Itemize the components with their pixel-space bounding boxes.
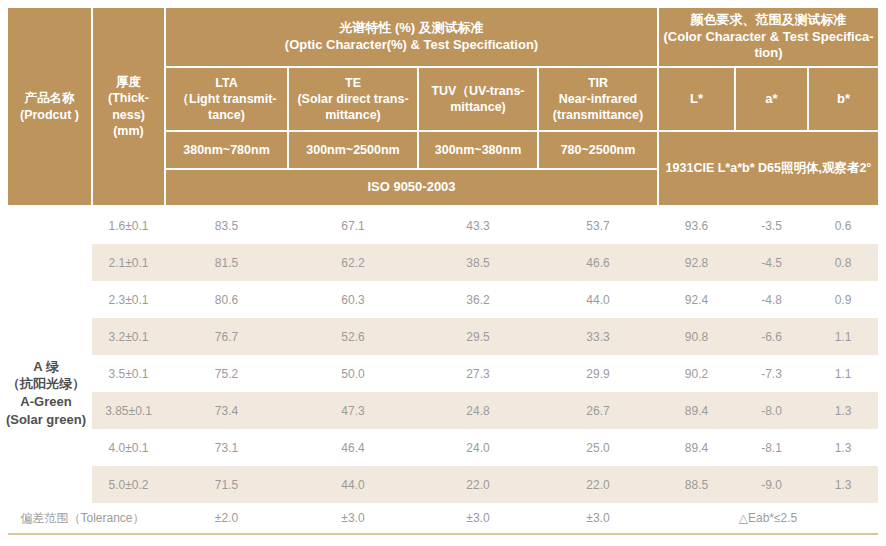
cell-lta: 80.6 xyxy=(165,281,288,318)
cell-lta: 83.5 xyxy=(165,207,288,244)
header-tuv-range: 300nm~380nm xyxy=(419,132,537,168)
cell-b: 1.1 xyxy=(808,355,878,392)
cell-l: 89.4 xyxy=(658,429,735,466)
cell-tir: 46.6 xyxy=(538,244,658,281)
header-lta-range: 380nm~780nm xyxy=(166,132,287,168)
tolerance-lta: ±2.0 xyxy=(165,503,288,533)
cell-tuv: 29.5 xyxy=(418,318,538,355)
header-iso-standard: ISO 9050-2003 xyxy=(166,170,657,205)
header-te-range: 300nm~2500nm xyxy=(289,132,417,168)
cell-tir: 53.7 xyxy=(538,207,658,244)
cell-te: 60.3 xyxy=(288,281,418,318)
header-product-name: 产品名称 (Prodcut ) xyxy=(8,8,91,205)
cell-thickness: 3.85±0.1 xyxy=(92,392,165,429)
header-lta: LTA （Light transmit- tance) xyxy=(166,68,287,130)
spec-table-page: 产品名称 (Prodcut ) 厚度 (Thick- ness) (mm) 光谱… xyxy=(0,0,886,546)
cell-te: 50.0 xyxy=(288,355,418,392)
header-b-star: b* xyxy=(809,68,878,130)
cell-b: 1.3 xyxy=(808,466,878,503)
cell-l: 90.8 xyxy=(658,318,735,355)
cell-tuv: 43.3 xyxy=(418,207,538,244)
cell-a: -4.8 xyxy=(735,281,808,318)
header-tir: TIR Near-infrared (transmittance) xyxy=(539,68,657,130)
cell-a: -8.0 xyxy=(735,392,808,429)
cell-te: 47.3 xyxy=(288,392,418,429)
cell-l: 90.2 xyxy=(658,355,735,392)
cell-tir: 29.9 xyxy=(538,355,658,392)
cell-b: 1.3 xyxy=(808,392,878,429)
cell-thickness: 3.5±0.1 xyxy=(92,355,165,392)
header-l-star: L* xyxy=(659,68,734,130)
cell-a: -4.5 xyxy=(735,244,808,281)
cell-a: -3.5 xyxy=(735,207,808,244)
tolerance-eab: △Eab*≤2.5 xyxy=(658,503,878,533)
cell-thickness: 2.3±0.1 xyxy=(92,281,165,318)
cell-lta: 75.2 xyxy=(165,355,288,392)
cell-lta: 73.1 xyxy=(165,429,288,466)
cell-tuv: 36.2 xyxy=(418,281,538,318)
table-header: 产品名称 (Prodcut ) 厚度 (Thick- ness) (mm) 光谱… xyxy=(8,8,878,205)
header-optic-group: 光谱特性 (%) 及测试标准 (Optic Character(%) & Tes… xyxy=(166,8,657,66)
cell-thickness: 4.0±0.1 xyxy=(92,429,165,466)
product-name-label: A 绿 （抗阳光绿） A-Green (Solar green) xyxy=(6,358,86,428)
tolerance-tuv: ±3.0 xyxy=(418,503,538,533)
cell-tuv: 22.0 xyxy=(418,466,538,503)
cell-a: -9.0 xyxy=(735,466,808,503)
cell-l: 93.6 xyxy=(658,207,735,244)
cell-te: 46.4 xyxy=(288,429,418,466)
header-color-group: 颜色要求、范围及测试标准 (Color Character & Test Spe… xyxy=(659,8,878,66)
cell-lta: 81.5 xyxy=(165,244,288,281)
cell-a: -6.6 xyxy=(735,318,808,355)
tolerance-te: ±3.0 xyxy=(288,503,418,533)
cell-thickness: 2.1±0.1 xyxy=(92,244,165,281)
cell-tir: 26.7 xyxy=(538,392,658,429)
cell-tuv: 24.8 xyxy=(418,392,538,429)
cell-te: 52.6 xyxy=(288,318,418,355)
cell-tir: 44.0 xyxy=(538,281,658,318)
header-a-star: a* xyxy=(736,68,807,130)
cell-lta: 73.4 xyxy=(165,392,288,429)
header-tir-range: 780~2500nm xyxy=(539,132,657,168)
cell-l: 92.4 xyxy=(658,281,735,318)
cell-l: 88.5 xyxy=(658,466,735,503)
cell-tir: 22.0 xyxy=(538,466,658,503)
cell-te: 44.0 xyxy=(288,466,418,503)
bottom-divider xyxy=(8,533,878,535)
header-cie-standard: 1931CIE L*a*b* D65照明体,观察者2° xyxy=(659,132,878,205)
cell-a: -8.1 xyxy=(735,429,808,466)
table-body: A 绿 （抗阳光绿） A-Green (Solar green) 1.6±0.1… xyxy=(0,207,886,533)
cell-b: 1.3 xyxy=(808,429,878,466)
cell-thickness: 5.0±0.2 xyxy=(92,466,165,503)
cell-tuv: 27.3 xyxy=(418,355,538,392)
cell-lta: 71.5 xyxy=(165,466,288,503)
cell-te: 62.2 xyxy=(288,244,418,281)
cell-l: 89.4 xyxy=(658,392,735,429)
tolerance-label: 偏差范围（Tolerance） xyxy=(0,503,165,533)
cell-thickness: 3.2±0.1 xyxy=(92,318,165,355)
cell-tuv: 24.0 xyxy=(418,429,538,466)
cell-tir: 33.3 xyxy=(538,318,658,355)
cell-b: 0.9 xyxy=(808,281,878,318)
cell-thickness: 1.6±0.1 xyxy=(92,207,165,244)
cell-a: -7.3 xyxy=(735,355,808,392)
header-te: TE (Solar direct trans- mittance) xyxy=(289,68,417,130)
cell-lta: 76.7 xyxy=(165,318,288,355)
cell-tuv: 38.5 xyxy=(418,244,538,281)
cell-b: 0.8 xyxy=(808,244,878,281)
header-thickness: 厚度 (Thick- ness) (mm) xyxy=(93,8,164,205)
cell-b: 0.6 xyxy=(808,207,878,244)
cell-l: 92.8 xyxy=(658,244,735,281)
tolerance-tir: ±3.0 xyxy=(538,503,658,533)
cell-te: 67.1 xyxy=(288,207,418,244)
cell-b: 1.1 xyxy=(808,318,878,355)
cell-tir: 25.0 xyxy=(538,429,658,466)
product-name-cell: A 绿 （抗阳光绿） A-Green (Solar green) xyxy=(0,207,92,503)
header-tuv: TUV（UV-trans- mittance) xyxy=(419,68,537,130)
